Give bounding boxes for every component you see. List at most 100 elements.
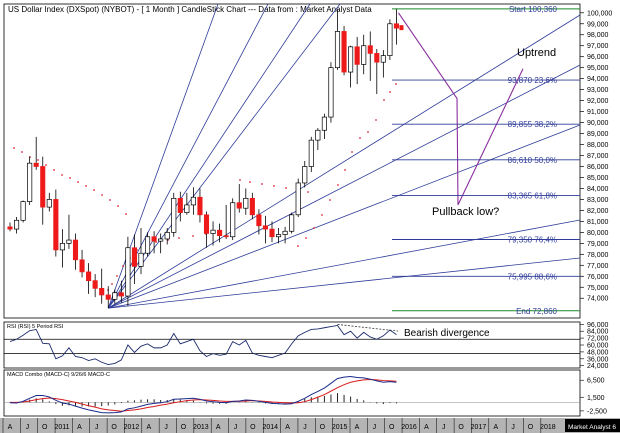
y-tick-label: 76,000	[587, 274, 609, 281]
candle	[99, 268, 105, 304]
sar-dot	[285, 187, 287, 189]
brand-box	[565, 419, 620, 432]
sar-dot	[101, 194, 103, 196]
candle	[276, 227, 282, 244]
candle-body-up	[171, 197, 177, 233]
x-tick-label: O	[42, 424, 48, 431]
y-tick-label: 74,000	[587, 296, 609, 303]
x-tick-label: A	[8, 424, 13, 431]
fib-level-label: 79,350 76,4%	[508, 236, 557, 245]
sar-dot	[192, 235, 194, 237]
x-tick-label: A	[493, 424, 498, 431]
candle	[348, 45, 354, 88]
x-tick-label: 2014	[262, 424, 278, 431]
gann-fan-line	[107, 3, 341, 309]
candle	[190, 187, 196, 215]
fib-level-label: 86,610 50,0%	[508, 156, 557, 165]
last-price-marker	[399, 25, 404, 31]
candle-body-down	[72, 239, 79, 261]
candle-body-down	[92, 280, 98, 289]
candle	[321, 113, 327, 140]
candle	[184, 192, 190, 215]
x-tick-label: J	[511, 424, 515, 431]
candle	[249, 192, 255, 220]
candle	[315, 128, 321, 151]
y-tick-label: 96,000	[587, 54, 609, 61]
candle-body-up	[20, 201, 26, 221]
x-tick-label: J	[373, 424, 377, 431]
x-tick-label: J	[234, 424, 238, 431]
candle-body-down	[223, 235, 229, 238]
candle-body-down	[367, 45, 373, 54]
rsi-panel-frame	[3, 321, 581, 369]
x-tick-label: O	[528, 424, 534, 431]
annotation-uptrend: Uptrend	[517, 47, 556, 59]
candle-body-up	[112, 292, 118, 300]
candle	[20, 200, 26, 223]
candle	[151, 231, 157, 254]
candle	[7, 222, 13, 232]
x-tick-label: A	[77, 424, 82, 431]
x-tick-label: 2017	[471, 424, 487, 431]
y-tick-label: 100,000	[587, 10, 612, 17]
sar-dot	[125, 213, 127, 215]
candle	[295, 178, 301, 217]
sar-dot	[351, 151, 353, 153]
macd-plot: -2,500 1,500 6,500	[4, 375, 607, 415]
y-tick-label: 93,000	[587, 87, 609, 94]
candle-body-up	[190, 196, 196, 206]
main-chart-title: US Dollar Index (DXSpot) (NYBOT) - [ 1 M…	[8, 5, 372, 14]
sar-dot	[178, 237, 180, 239]
main-y-axis: 74,000 75,000 76,000 77,000 78,000 79,000 80,0…	[580, 10, 612, 303]
candle	[393, 8, 400, 45]
candle	[177, 191, 183, 222]
candle	[112, 289, 118, 304]
sar-dot	[307, 191, 309, 193]
sar-dot	[305, 237, 307, 239]
sar-dot	[21, 151, 23, 153]
candle	[131, 234, 138, 284]
x-axis-band	[0, 418, 620, 433]
candle-body-up	[158, 238, 164, 242]
x-tick-label: A	[355, 424, 360, 431]
y-tick-label: 95,000	[587, 65, 609, 72]
candle-body-down	[341, 31, 347, 73]
annotation-bearish-divergence: Bearish divergence	[404, 328, 490, 339]
sar-dot	[61, 174, 63, 176]
candle-body-down	[7, 226, 13, 230]
candle-body-up	[387, 23, 393, 56]
candle-body-down	[354, 46, 360, 65]
candle	[341, 25, 347, 76]
candle	[302, 161, 308, 188]
candle-body-down	[236, 202, 242, 209]
candle	[14, 216, 20, 234]
sar-dot	[375, 119, 377, 121]
y-tick-label: 90,000	[587, 120, 609, 127]
candle-body-up	[334, 31, 341, 69]
candle	[125, 236, 131, 306]
candle-body-up	[164, 232, 170, 240]
candle	[308, 136, 314, 172]
fib-retracement-group: Start 100,360 93,870 23,6% 89,855 38,2% 86,…	[392, 5, 580, 316]
candle	[164, 227, 170, 245]
candle	[223, 204, 229, 239]
x-tick-label: 2015	[332, 424, 348, 431]
y-tick-label: 98,000	[587, 32, 609, 39]
sar-dot	[155, 241, 157, 243]
sar-dot	[111, 283, 113, 285]
candle-body-up	[184, 204, 190, 213]
candle	[262, 215, 269, 244]
rsi-plot: 24,00036,00048,00060,00072,00084,00096,0…	[4, 322, 609, 370]
y-tick-label: 83,000	[587, 197, 609, 204]
candle	[158, 233, 164, 254]
candle	[203, 211, 210, 248]
fib-level-label: Start 100,360	[509, 5, 558, 14]
candle	[72, 233, 79, 270]
y-tick-label: 84,000	[587, 186, 609, 193]
rsi-y-tick-label: 36,000	[587, 356, 609, 363]
candle-body-down	[86, 271, 92, 282]
candle-body-up	[138, 252, 144, 267]
sar-dot	[37, 159, 39, 161]
macd-line	[9, 375, 397, 414]
